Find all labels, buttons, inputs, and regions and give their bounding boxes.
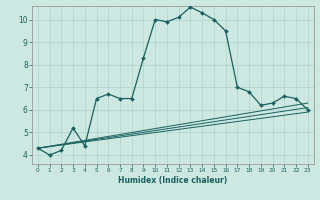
X-axis label: Humidex (Indice chaleur): Humidex (Indice chaleur)	[118, 176, 228, 185]
